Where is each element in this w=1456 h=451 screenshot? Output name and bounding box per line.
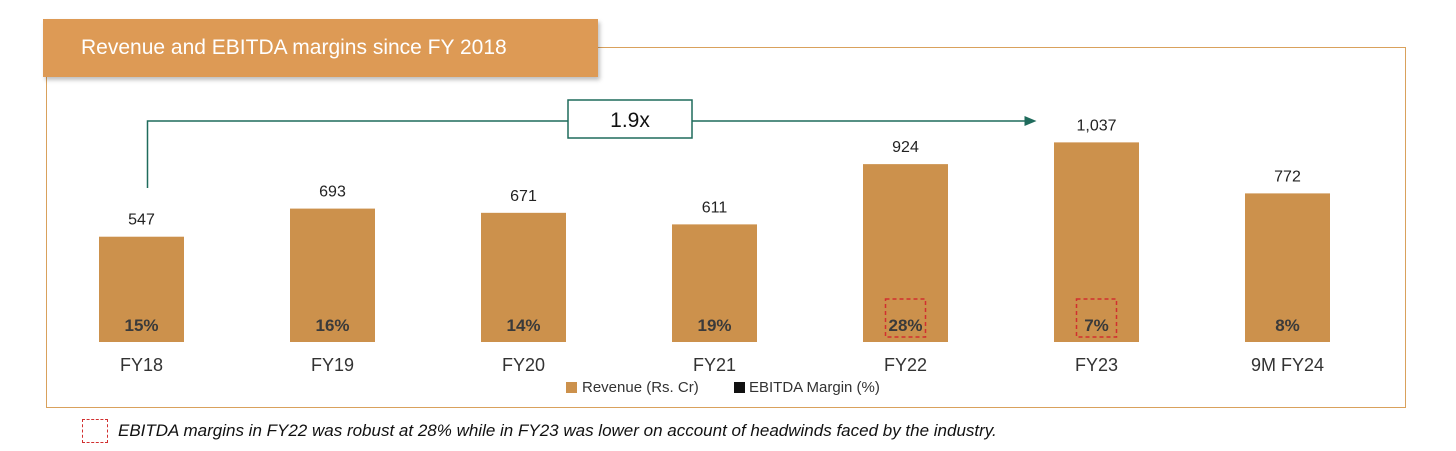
x-tick-label: FY23 xyxy=(1075,355,1118,375)
chart-title: Revenue and EBITDA margins since FY 2018 xyxy=(43,19,598,77)
ebitda-margin-label: 16% xyxy=(315,316,349,335)
chart-panel xyxy=(46,47,1406,408)
margin-highlight-box xyxy=(1075,298,1118,338)
revenue-value-label: 1,037 xyxy=(1076,117,1116,134)
footnote: EBITDA margins in FY22 was robust at 28%… xyxy=(82,418,997,444)
margin-highlight-box xyxy=(884,298,927,338)
x-tick-label: 9M FY24 xyxy=(1251,355,1324,375)
revenue-value-label: 547 xyxy=(128,212,155,229)
x-tick-label: FY20 xyxy=(502,355,545,375)
revenue-bar-fy23 xyxy=(1054,142,1139,342)
x-tick-label: FY22 xyxy=(884,355,927,375)
revenue-bar-fy19 xyxy=(290,208,375,342)
growth-arrow-line xyxy=(146,120,1029,188)
revenue-value-label: 924 xyxy=(892,139,919,156)
legend-label-revenue: Revenue (Rs. Cr) xyxy=(582,379,699,396)
revenue-value-label: 772 xyxy=(1274,168,1301,185)
growth-arrow-head xyxy=(1024,116,1037,126)
footnote-text: EBITDA margins in FY22 was robust at 28%… xyxy=(118,421,997,440)
x-tick-label: FY18 xyxy=(120,355,163,375)
revenue-bar-fy18 xyxy=(99,236,184,342)
revenue-value-label: 671 xyxy=(510,188,537,205)
revenue-bar-9m-fy24 xyxy=(1245,193,1330,342)
revenue-value-label: 693 xyxy=(319,184,346,201)
growth-label-box xyxy=(567,99,693,139)
legend-swatch-ebitda xyxy=(734,382,745,393)
ebitda-margin-label: 19% xyxy=(697,316,731,335)
revenue-bar-fy21 xyxy=(672,224,757,342)
revenue-bar-fy20 xyxy=(481,212,566,342)
revenue-bar-fy22 xyxy=(863,164,948,342)
ebitda-margin-label: 28% xyxy=(888,316,922,335)
x-tick-label: FY19 xyxy=(311,355,354,375)
ebitda-margin-label: 7% xyxy=(1084,316,1109,335)
ebitda-margin-label: 14% xyxy=(506,316,540,335)
ebitda-margin-label: 15% xyxy=(124,316,158,335)
legend-label-ebitda: EBITDA Margin (%) xyxy=(749,379,880,396)
legend-swatch-revenue xyxy=(566,382,577,393)
x-tick-label: FY21 xyxy=(693,355,736,375)
ebitda-margin-label: 8% xyxy=(1275,316,1300,335)
growth-label: 1.9x xyxy=(610,109,650,132)
highlight-legend-box xyxy=(82,419,108,443)
revenue-value-label: 611 xyxy=(702,199,728,216)
